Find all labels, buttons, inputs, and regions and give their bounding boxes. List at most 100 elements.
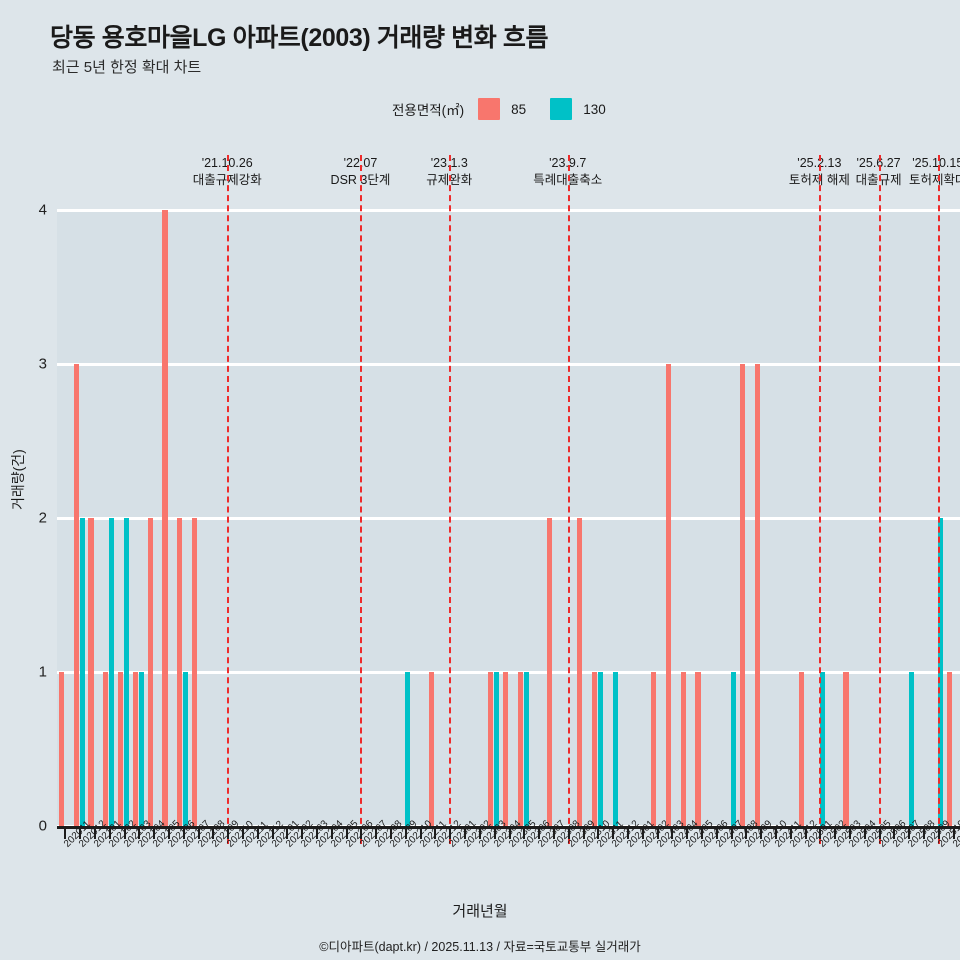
event-annotations: '21.10.26 대출규제강화 '22.07 DSR 3단계 '23.1.3 규제완화 '… bbox=[0, 155, 960, 205]
bar[interactable] bbox=[79, 518, 85, 826]
x-axis-tick bbox=[597, 826, 600, 839]
x-axis-tick bbox=[390, 826, 393, 839]
plot-area bbox=[57, 155, 960, 844]
bar[interactable] bbox=[798, 672, 805, 826]
y-axis-label: 거래량(건) bbox=[10, 449, 26, 510]
event-line bbox=[227, 155, 230, 844]
x-axis-tick bbox=[256, 826, 259, 839]
x-axis-tick bbox=[745, 826, 748, 839]
bar[interactable] bbox=[109, 518, 115, 826]
bar[interactable] bbox=[124, 518, 130, 826]
bar[interactable] bbox=[730, 672, 737, 826]
event-annotation: '25.10.15 토허제확대 bbox=[909, 155, 960, 189]
bar[interactable] bbox=[428, 672, 435, 826]
event-line bbox=[449, 155, 452, 844]
x-axis-tick bbox=[345, 826, 348, 839]
event-line bbox=[878, 155, 881, 844]
x-axis-tick bbox=[671, 826, 674, 839]
bar[interactable] bbox=[547, 518, 553, 826]
x-axis-tick bbox=[316, 826, 319, 839]
x-axis-tick bbox=[197, 826, 200, 839]
legend-swatch-130 bbox=[550, 98, 573, 120]
bar[interactable] bbox=[597, 672, 603, 826]
x-axis-tick bbox=[567, 826, 570, 839]
bar[interactable] bbox=[162, 210, 168, 826]
bar[interactable] bbox=[523, 672, 529, 826]
bar[interactable] bbox=[576, 518, 583, 826]
bar[interactable] bbox=[88, 518, 94, 826]
x-axis-tick bbox=[64, 826, 67, 839]
bar[interactable] bbox=[591, 672, 597, 826]
x-axis-tick bbox=[419, 826, 422, 839]
x-axis-tick bbox=[271, 826, 274, 839]
bar[interactable] bbox=[754, 364, 760, 826]
bar[interactable] bbox=[488, 672, 494, 826]
bar[interactable] bbox=[612, 672, 618, 826]
x-axis-tick bbox=[478, 826, 481, 839]
x-axis-tick bbox=[123, 826, 126, 839]
x-axis-tick bbox=[582, 826, 585, 839]
y-axis-tick-label: 2 bbox=[38, 509, 47, 527]
legend-item-85[interactable]: 85 bbox=[478, 98, 526, 120]
x-axis-tick bbox=[94, 826, 96, 839]
legend-label-130: 130 bbox=[583, 101, 606, 117]
bar[interactable] bbox=[183, 672, 189, 826]
bar[interactable] bbox=[192, 518, 198, 826]
gridline bbox=[57, 208, 960, 212]
x-axis-tick bbox=[108, 826, 111, 839]
x-axis-tick bbox=[552, 826, 555, 839]
bar[interactable] bbox=[494, 672, 500, 826]
bar[interactable] bbox=[58, 672, 64, 826]
x-axis-tick bbox=[893, 826, 896, 839]
bar[interactable] bbox=[405, 672, 411, 826]
x-axis-tick bbox=[360, 826, 363, 839]
bar[interactable] bbox=[665, 364, 671, 826]
x-axis-tick bbox=[612, 826, 615, 839]
bar[interactable] bbox=[695, 672, 701, 826]
bar[interactable] bbox=[843, 672, 849, 826]
x-axis-tick bbox=[908, 826, 911, 839]
x-axis-tick bbox=[523, 826, 526, 839]
x-axis-tick bbox=[863, 826, 866, 839]
bar[interactable] bbox=[908, 672, 914, 826]
bar[interactable] bbox=[502, 672, 509, 826]
bar[interactable] bbox=[147, 518, 153, 826]
x-axis-tick bbox=[286, 826, 289, 839]
bar[interactable] bbox=[103, 672, 109, 826]
x-axis-tick bbox=[937, 826, 940, 839]
x-axis-tick bbox=[330, 826, 333, 839]
chart-legend: 전용면적(㎡) 85 130 bbox=[392, 98, 630, 120]
bar[interactable] bbox=[118, 672, 124, 826]
x-axis-tick bbox=[434, 826, 437, 839]
bar[interactable] bbox=[138, 672, 144, 826]
bar[interactable] bbox=[177, 518, 183, 826]
x-axis-tick bbox=[508, 826, 511, 839]
bar[interactable] bbox=[938, 518, 944, 826]
x-axis-tick bbox=[700, 826, 703, 839]
x-axis-tick bbox=[952, 826, 955, 839]
x-axis-tick bbox=[804, 826, 807, 839]
x-axis-tick bbox=[182, 826, 185, 839]
bar[interactable] bbox=[517, 672, 523, 826]
bar[interactable] bbox=[680, 672, 686, 826]
legend-item-130[interactable]: 130 bbox=[550, 98, 606, 120]
x-axis-tick bbox=[819, 826, 822, 839]
gridline bbox=[57, 516, 960, 520]
x-axis-tick bbox=[922, 826, 925, 839]
x-axis-tick bbox=[641, 826, 644, 839]
x-axis-tick bbox=[656, 826, 659, 839]
y-axis-tick-label: 1 bbox=[38, 663, 47, 681]
bar[interactable] bbox=[819, 672, 825, 826]
bar[interactable] bbox=[73, 364, 79, 826]
bar[interactable] bbox=[650, 672, 657, 826]
x-axis-tick bbox=[464, 826, 467, 839]
x-axis-tick bbox=[760, 826, 763, 839]
legend-title: 전용면적(㎡) bbox=[392, 103, 465, 118]
footer-credit: ©디아파트(dapt.kr) / 2025.11.13 / 자료=국토교통부 실… bbox=[319, 940, 641, 954]
bar[interactable] bbox=[132, 672, 138, 826]
bar[interactable] bbox=[739, 364, 745, 826]
bar[interactable] bbox=[946, 672, 953, 826]
x-axis-tick bbox=[79, 826, 82, 839]
page-title: 당동 용호마을LG 아파트(2003) 거래량 변화 흐름 bbox=[50, 24, 549, 52]
